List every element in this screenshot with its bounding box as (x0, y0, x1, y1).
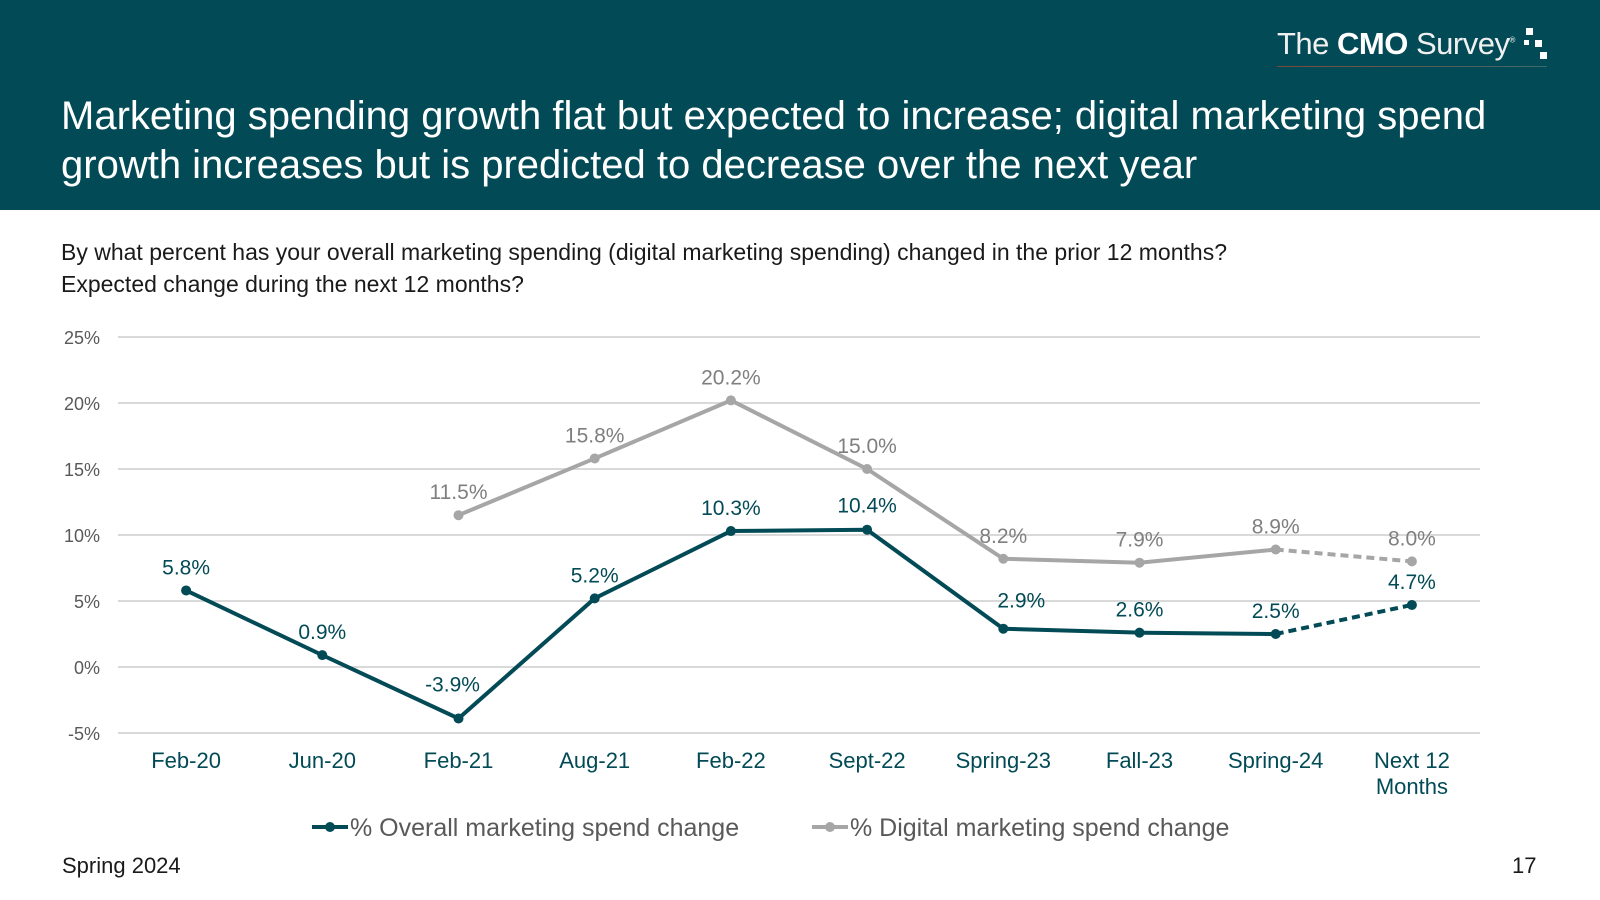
legend-label: % Overall marketing spend change (350, 814, 739, 842)
series-line-forecast-1 (1275, 547, 1413, 564)
series-lines (181, 395, 1417, 724)
x-tick-label: Spring-24 (1228, 748, 1323, 773)
data-point (181, 585, 192, 596)
x-tick-label: Sept-22 (829, 748, 906, 773)
data-point (862, 464, 873, 474)
data-point (589, 593, 600, 604)
y-tick-label: 20% (64, 394, 100, 414)
data-label: 8.0% (1388, 527, 1436, 550)
x-tick-label: Feb-21 (424, 748, 494, 773)
data-label: 10.4% (837, 495, 897, 518)
legend-marker-icon (825, 822, 835, 832)
data-label: 2.5% (1252, 600, 1300, 623)
data-label: 8.9% (1252, 516, 1300, 539)
data-label: 7.9% (1116, 529, 1164, 552)
x-tick-label: Aug-21 (559, 748, 630, 773)
data-label: 11.5% (430, 481, 488, 504)
data-point (998, 553, 1009, 564)
y-tick-label: -5% (68, 724, 100, 744)
data-point (317, 650, 328, 661)
gridlines (118, 336, 1480, 734)
legend-marker-icon (325, 822, 335, 832)
data-label: 2.9% (997, 590, 1045, 613)
y-tick-label: 15% (64, 460, 100, 480)
logo-text-the: The (1277, 26, 1338, 61)
page-number: 17 (1512, 853, 1537, 878)
series-line-0 (185, 527, 1276, 721)
logo-underline (1277, 66, 1547, 67)
data-point (998, 623, 1009, 634)
data-label: 5.8% (162, 556, 210, 579)
data-label: 15.0% (837, 435, 897, 458)
data-point (1406, 599, 1417, 610)
x-tick-label: Feb-20 (151, 748, 221, 773)
x-tick-label: Feb-22 (696, 748, 766, 773)
data-label: 0.9% (298, 621, 346, 644)
data-label: 8.2% (979, 525, 1027, 548)
data-point (589, 453, 600, 464)
data-point (1270, 544, 1281, 555)
registered-mark: ® (1509, 35, 1515, 45)
data-point (725, 526, 736, 537)
data-point (1134, 627, 1145, 638)
cmo-survey-logo: The CMO Survey® (1277, 26, 1515, 62)
slide-title: Marketing spending growth flat but expec… (61, 94, 1487, 187)
x-tick-label: Jun-20 (289, 748, 356, 773)
data-label: 10.3% (701, 497, 761, 520)
x-tick-label: Fall-23 (1106, 748, 1173, 773)
data-point (862, 524, 873, 535)
y-tick-label: 5% (74, 592, 100, 612)
x-tick-label: Next 12 (1374, 748, 1450, 773)
data-label: 15.8% (565, 424, 625, 447)
data-point (725, 395, 736, 406)
data-point (1134, 557, 1145, 568)
x-tick-label: Months (1376, 774, 1448, 799)
logo-squares-icon (1524, 28, 1564, 64)
y-tick-label: 0% (74, 658, 100, 678)
y-tick-label: 25% (64, 328, 100, 348)
data-point (1406, 556, 1417, 567)
data-point (453, 510, 464, 521)
data-label: 20.2% (701, 366, 761, 389)
data-labels: 5.8% 0.9% -3.9% 5.2% 10.3% 10.4% 2.9% 2.6% 2.5% 4… (162, 366, 1436, 696)
header-banner: The CMO Survey® Marketing spending growt… (0, 0, 1600, 210)
data-label: 4.7% (1388, 571, 1436, 594)
data-label: 5.2% (571, 564, 619, 587)
data-label: -3.9% (425, 673, 480, 696)
y-tick-label: 10% (64, 526, 100, 546)
footer-date: Spring 2024 (62, 853, 181, 878)
survey-question: By what percent has your overall marketi… (61, 239, 1227, 297)
x-axis-labels: Feb-20 Jun-20 Feb-21 Aug-21 Feb-22 Sept-22 Spr… (151, 748, 1450, 799)
legend-label: % Digital marketing spend change (850, 814, 1229, 842)
series-line-forecast-0 (1275, 603, 1413, 636)
y-axis-labels: -5% 0% 5% 10% 15% 20% 25% (64, 328, 100, 744)
data-label: 2.6% (1116, 599, 1164, 622)
logo-text-cmo: CMO (1337, 26, 1408, 61)
logo-text-survey: Survey (1407, 26, 1510, 61)
data-point (453, 713, 464, 724)
x-tick-label: Spring-23 (956, 748, 1051, 773)
data-point (1270, 629, 1281, 639)
legend: % Overall marketing spend change % Digita… (312, 814, 1229, 842)
